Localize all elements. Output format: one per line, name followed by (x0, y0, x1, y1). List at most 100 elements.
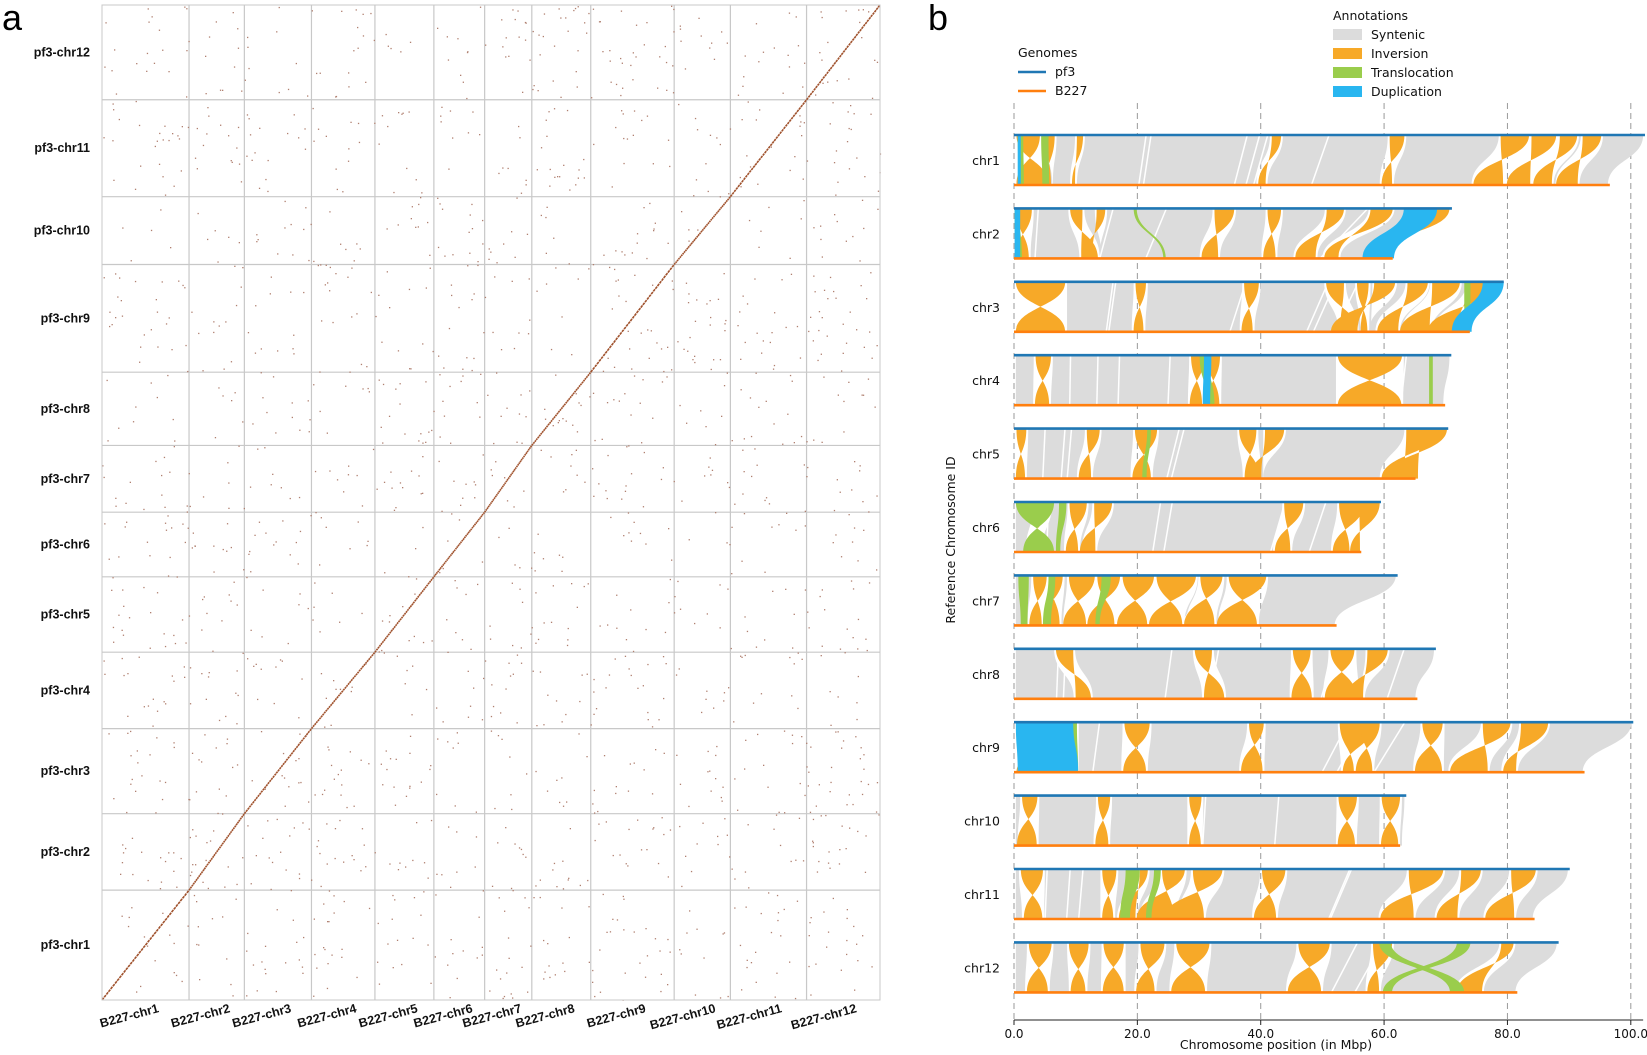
dotplot-dot (471, 299, 473, 301)
dotplot-dot (727, 995, 729, 998)
dotplot-dot (776, 972, 778, 974)
dotplot-dot (143, 508, 145, 511)
dotplot-dot (353, 805, 355, 807)
dotplot-diagonal-segment (538, 434, 542, 437)
syntenic-separator (1308, 501, 1327, 553)
dotplot-diagonal-segment (459, 541, 463, 544)
dotplot-dot (803, 464, 805, 466)
dotplot-diagonal-segment (478, 516, 482, 520)
dotplot-dot (313, 606, 315, 608)
chromosome-chr1: chr1 (972, 133, 1645, 187)
dotplot-dot (877, 190, 880, 192)
dotplot-diagonal-segment (363, 663, 366, 667)
dotplot-dot (708, 466, 710, 468)
dotplot-diagonal-segment (754, 162, 758, 166)
dotplot-diagonal-segment (405, 610, 408, 614)
dotplot-dot (667, 139, 670, 141)
dotplot-dot (744, 768, 746, 770)
dotplot-dot (325, 697, 327, 699)
dotplot-dot (577, 278, 579, 280)
dotplot-dot (149, 754, 151, 756)
dotplot-dot (298, 717, 300, 719)
dotplot-dot (788, 66, 791, 68)
dotplot-dot (534, 570, 536, 572)
dotplot-diagonal-segment (752, 165, 756, 169)
dotplot-diagonal-segment (553, 416, 556, 419)
dotplot-dot (713, 359, 715, 361)
dotplot-diagonal-segment (528, 446, 532, 450)
dotplot-dot (673, 480, 675, 483)
dotplot-dot (547, 694, 549, 696)
dotplot-dot (591, 97, 593, 99)
dotplot-dot (806, 742, 808, 744)
dotplot-dot (326, 823, 328, 825)
dotplot-dot (829, 691, 831, 693)
dotplot-dot (378, 143, 380, 145)
dotplot-dot (848, 381, 850, 383)
dotplot-dot (408, 111, 410, 113)
dotplot-dot (807, 611, 809, 613)
dotplot-dot (565, 420, 567, 422)
dotplot-dot (276, 31, 278, 33)
syntenic-ribbon (1400, 795, 1405, 846)
dotplot-diagonal-segment (712, 215, 716, 218)
dotplot-dot (333, 895, 335, 897)
syntenic-ribbon (1553, 135, 1581, 185)
dotplot-dot (621, 110, 623, 112)
dotplot-diagonal-segment (403, 612, 407, 615)
dotplot-dot (519, 567, 521, 569)
inversion-ribbon (1241, 281, 1259, 332)
dotplot-dot (121, 657, 123, 660)
dotplot-dot (833, 290, 835, 293)
dotplot-diagonal-segment (658, 280, 662, 284)
dotplot-dot (307, 95, 309, 97)
dotplot-dot (603, 755, 606, 757)
dotplot-dot (355, 9, 357, 11)
dotplot-diagonal-segment (240, 815, 244, 818)
dotplot-dot (876, 782, 879, 784)
dotplot-diagonal-segment (467, 531, 470, 534)
syntenic-separator (1151, 501, 1162, 553)
dotplot-dot (128, 617, 131, 619)
dotplot-dot (115, 93, 118, 95)
dotplot-diagonal-segment (228, 832, 231, 836)
translocation-ribbon (1133, 208, 1166, 259)
dotplot-diagonal-segment (826, 71, 829, 75)
dotplot-dot (341, 948, 343, 950)
dotplot-dot (593, 691, 595, 693)
dotplot-dot (413, 635, 415, 638)
dotplot-dot (863, 529, 865, 531)
dotplot-diagonal-segment (796, 109, 800, 113)
dotplot-dot (871, 966, 873, 968)
dotplot-dot (320, 885, 322, 888)
dotplot-dot (745, 739, 747, 741)
dotplot-dot (205, 859, 207, 862)
dotplot-diagonal-segment (225, 836, 229, 840)
dotplot-diagonal-segment (334, 697, 338, 701)
dotplot-dot (768, 892, 770, 894)
dotplot-diagonal-segment (340, 690, 344, 693)
dotplot-dot (803, 122, 805, 124)
dotplot-dot (333, 778, 335, 780)
dotplot-dot (422, 641, 425, 644)
dotplot-dot (645, 543, 647, 545)
dotplot-dot (202, 598, 204, 601)
dotplot-dot (357, 521, 359, 523)
syntenic-ribbon (1431, 281, 1467, 332)
dotplot-dot (653, 228, 655, 230)
dotplot-diagonal-segment (525, 451, 528, 455)
dotplot-dot (755, 981, 757, 983)
dotplot-dot (115, 317, 117, 319)
legend-genomes: Genomes pf3 B227 (1018, 45, 1087, 98)
dotplot-dot (793, 613, 795, 615)
dotplot-dot (131, 837, 134, 839)
dotplot-dot (169, 471, 171, 473)
dotplot-dot (719, 196, 721, 198)
dotplot-dot (792, 647, 794, 649)
inversion-ribbon (1287, 942, 1330, 993)
dotplot-dot (672, 92, 675, 94)
dotplot-dot (733, 721, 735, 723)
dotplot-dot (673, 31, 675, 33)
dotplot-dot (202, 370, 204, 372)
syntenic-separator (1138, 134, 1147, 186)
